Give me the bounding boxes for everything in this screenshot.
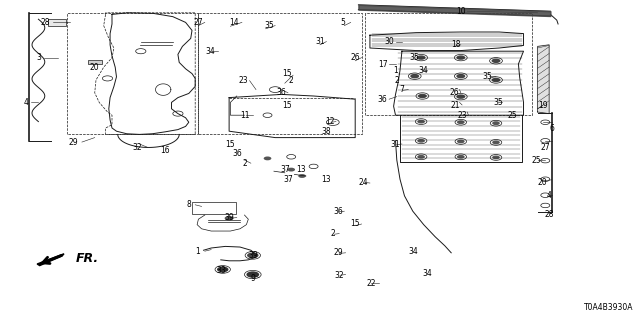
Text: 29: 29 [333,248,343,257]
Text: 1: 1 [393,66,398,75]
Text: 32: 32 [334,271,344,280]
Circle shape [457,140,465,143]
Text: 20: 20 [90,63,100,72]
Circle shape [225,216,234,220]
Text: 28: 28 [40,18,49,27]
Circle shape [492,59,500,63]
Text: 28: 28 [545,210,554,219]
Text: 22: 22 [367,279,376,288]
Text: 20: 20 [538,178,548,187]
Circle shape [418,94,427,98]
Text: 16: 16 [160,146,170,155]
Text: 27: 27 [540,143,550,152]
Bar [192,202,236,214]
Text: 8: 8 [186,200,191,209]
Text: 35: 35 [410,53,420,62]
Polygon shape [538,45,549,114]
Circle shape [417,120,425,124]
Text: 3: 3 [36,53,41,62]
Text: 27: 27 [193,18,204,27]
Circle shape [287,168,295,172]
Circle shape [456,55,465,60]
Circle shape [417,55,426,60]
Circle shape [410,74,419,78]
Text: 25: 25 [531,156,541,164]
Circle shape [457,120,465,124]
Text: 21: 21 [451,101,460,110]
Text: 37: 37 [283,175,293,184]
Text: 2: 2 [289,76,294,84]
Text: 36: 36 [333,207,343,216]
Text: 13: 13 [296,165,306,174]
Text: FR.: FR. [76,252,99,265]
Text: 2: 2 [242,159,247,168]
Text: 15: 15 [225,140,236,148]
Text: 17: 17 [378,60,388,68]
Circle shape [247,252,259,258]
Text: 39: 39 [224,213,234,222]
Text: 34: 34 [408,247,418,256]
Text: 26: 26 [350,53,360,62]
Text: 18: 18 [451,40,460,49]
Circle shape [492,156,500,159]
Text: 35: 35 [483,72,493,81]
Circle shape [457,155,465,159]
Text: 34: 34 [422,269,433,278]
Text: 9: 9 [250,274,255,283]
Text: 23: 23 [238,76,248,84]
Text: 36: 36 [276,88,287,97]
Text: 24: 24 [358,178,369,187]
Text: 2: 2 [394,76,399,84]
Circle shape [417,155,425,159]
Text: 12: 12 [325,117,334,126]
Text: 15: 15 [282,101,292,110]
Text: 33: 33 [216,266,226,275]
Text: 14: 14 [228,18,239,27]
Text: 2: 2 [330,229,335,238]
Bar [48,19,66,26]
Text: 5: 5 [340,18,345,27]
Text: 39: 39 [248,252,258,260]
Text: 36: 36 [378,95,388,104]
Text: 15: 15 [282,69,292,78]
Circle shape [456,94,465,99]
Text: 34: 34 [419,66,429,75]
Circle shape [298,174,306,178]
Text: 26: 26 [449,88,460,97]
Circle shape [217,267,228,272]
Text: 13: 13 [321,175,332,184]
Text: 4: 4 [23,98,28,107]
Text: 23: 23 [457,111,467,120]
Text: 36: 36 [232,149,242,158]
Text: 32: 32 [132,143,143,152]
Circle shape [492,140,500,144]
Text: 31: 31 [315,37,325,46]
Text: 37: 37 [280,165,290,174]
Text: 15: 15 [350,220,360,228]
Text: 30: 30 [384,37,394,46]
Circle shape [492,121,500,125]
Text: 31: 31 [390,140,401,148]
Circle shape [246,271,259,278]
Text: T0A4B3930A: T0A4B3930A [584,303,634,312]
Text: 7: 7 [399,85,404,94]
Circle shape [264,156,271,160]
Circle shape [492,78,500,82]
Text: 29: 29 [68,138,79,147]
Text: 35: 35 [493,98,503,107]
Polygon shape [37,254,64,266]
Text: 34: 34 [205,47,215,56]
Text: 1: 1 [195,247,200,256]
Text: 4: 4 [547,191,552,200]
Bar [88,60,102,64]
Text: 19: 19 [538,101,548,110]
Text: 10: 10 [456,7,466,16]
Text: 35: 35 [264,21,274,30]
Text: 25: 25 [507,111,517,120]
Text: 11: 11 [240,111,249,120]
Circle shape [417,139,425,143]
Text: 38: 38 [321,127,332,136]
Circle shape [456,74,465,78]
Text: 6: 6 [549,124,554,132]
